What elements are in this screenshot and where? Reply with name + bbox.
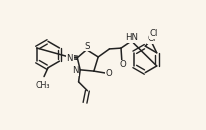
Text: S: S bbox=[84, 42, 89, 51]
Text: Cl: Cl bbox=[149, 29, 158, 38]
Text: CH₃: CH₃ bbox=[35, 81, 49, 90]
Text: O: O bbox=[105, 69, 112, 78]
Text: O: O bbox=[119, 60, 125, 69]
Text: HN: HN bbox=[124, 33, 137, 42]
Text: N: N bbox=[72, 66, 78, 75]
Text: Cl: Cl bbox=[146, 34, 155, 43]
Text: N: N bbox=[66, 54, 73, 63]
